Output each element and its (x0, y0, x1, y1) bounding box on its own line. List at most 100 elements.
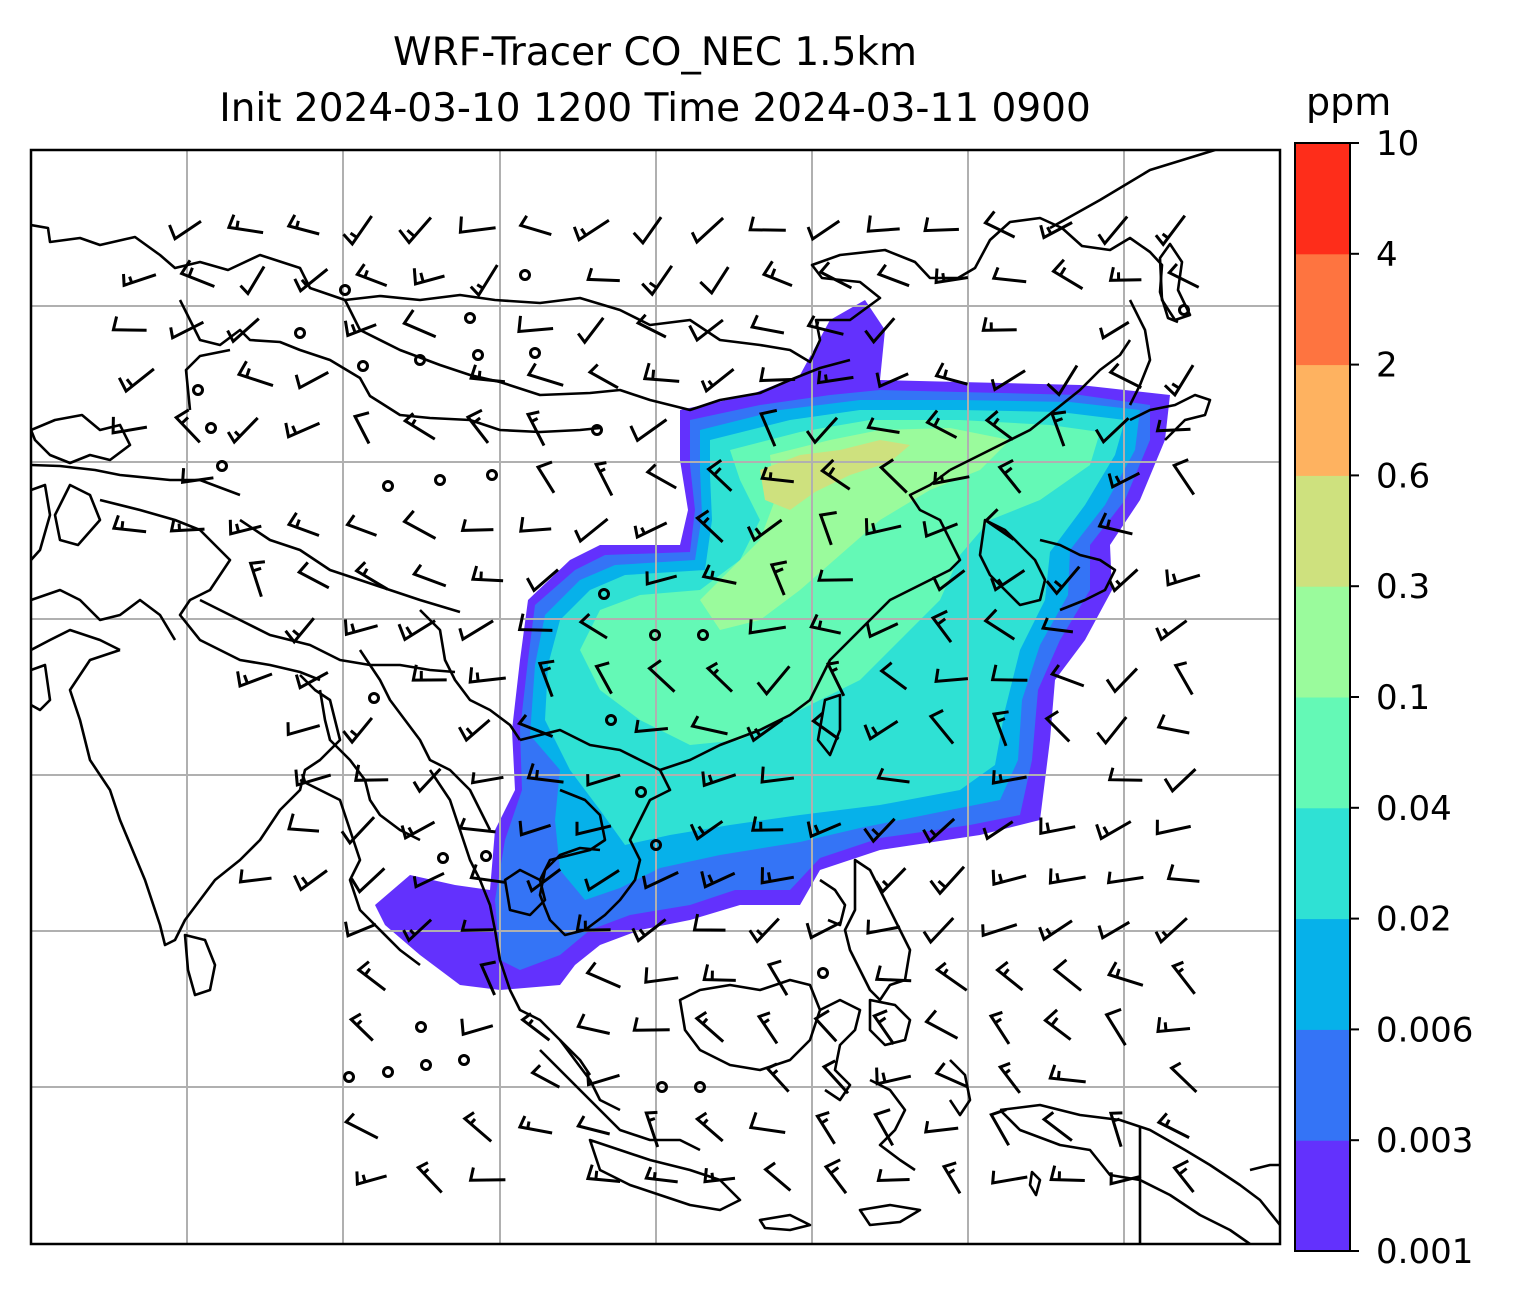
wind-barb (981, 923, 1018, 938)
wind-barb (821, 1059, 850, 1095)
wind-barb (1048, 1064, 1086, 1084)
colorbar-bin (1295, 697, 1350, 809)
wind-barb (584, 869, 620, 892)
wind-barb (173, 408, 201, 444)
wind-barb (872, 1009, 895, 1045)
colorbar-bin (1295, 1140, 1350, 1252)
map-area[interactable] (31, 150, 1280, 1244)
wind-barb (1106, 871, 1144, 885)
wind-barb (236, 671, 273, 689)
colorbar-unit-label: ppm (1306, 80, 1392, 124)
wind-barb (748, 917, 780, 944)
wind-barb (748, 216, 786, 232)
wind-barb (632, 216, 663, 246)
calm-wind-marker (205, 422, 217, 434)
wind-barb (689, 820, 724, 841)
wind-barb (517, 613, 553, 632)
wind-barb (815, 1110, 836, 1145)
wind-barb (1155, 619, 1188, 642)
wind-barb (402, 309, 437, 339)
wind-barb (825, 660, 846, 697)
calm-wind-marker (458, 1054, 470, 1066)
wind-barb (934, 961, 968, 992)
wind-barb (458, 619, 494, 642)
wind-barb (294, 671, 329, 690)
wind-barb (934, 362, 968, 386)
calm-wind-marker (817, 967, 829, 979)
wind-barb (990, 664, 1028, 682)
wind-barb (1108, 266, 1142, 282)
wind-barb (700, 871, 736, 889)
calm-wind-marker (519, 269, 531, 281)
wind-barb (460, 919, 494, 932)
wind-barb (586, 1071, 620, 1087)
calm-wind-marker (472, 349, 484, 361)
calm-wind-marker (649, 629, 661, 641)
wind-barb (1050, 410, 1067, 447)
wind-barb (576, 316, 605, 345)
wind-barb (286, 722, 321, 737)
wind-barb (760, 867, 795, 885)
calm-wind-marker (694, 1081, 706, 1093)
tracer-plume (375, 300, 1170, 990)
wind-barb (631, 918, 667, 943)
colorbar-tick-label: 0.003 (1376, 1121, 1473, 1161)
wind-barb (1173, 661, 1194, 696)
wind-barb (111, 514, 147, 534)
wind-barb (694, 1111, 724, 1143)
wind-barb (748, 619, 787, 635)
wind-barb (1049, 1165, 1085, 1182)
wind-barb (997, 458, 1022, 494)
wind-barb (402, 918, 433, 943)
wind-barb (644, 1110, 660, 1148)
wind-barb (1108, 568, 1139, 593)
calm-wind-marker (368, 692, 380, 704)
wind-barb (700, 368, 735, 394)
wind-barb (1169, 1061, 1198, 1093)
wind-barb (572, 219, 610, 242)
plume-layer-0.3 (760, 440, 910, 510)
wind-barb (1052, 958, 1083, 992)
wind-barb (1096, 716, 1128, 746)
wind-barb (875, 1067, 912, 1086)
wind-barb (818, 261, 853, 290)
wind-barb (343, 619, 378, 637)
colorbar-tick-label: 4 (1376, 235, 1398, 275)
wind-barb (518, 820, 552, 837)
wind-barb (469, 264, 499, 298)
wind-barb (925, 409, 958, 439)
wind-barb (516, 713, 554, 738)
wind-barb (340, 816, 376, 846)
wind-barb (933, 471, 970, 486)
wind-barb (517, 315, 554, 334)
wind-barb (647, 659, 676, 693)
wind-barb (864, 317, 896, 345)
wind-barb (629, 418, 668, 443)
wind-barb (875, 372, 909, 389)
wind-barb (1041, 1111, 1073, 1142)
wind-barb (941, 1161, 962, 1195)
wind-barb (248, 560, 266, 598)
wind-barb (749, 314, 785, 335)
wind-barb (874, 867, 907, 895)
wind-barb (520, 1012, 551, 1042)
wind-barb (865, 622, 899, 639)
wind-barb (576, 1115, 611, 1136)
wind-barb (1163, 768, 1197, 794)
wind-barb (928, 709, 955, 745)
wind-barb (293, 869, 328, 892)
wind-barb (574, 517, 609, 544)
wind-barb (1097, 512, 1133, 536)
wind-barb (1039, 221, 1073, 240)
wind-barb (402, 509, 437, 540)
wind-barb (354, 561, 389, 591)
wind-barb (991, 770, 1027, 785)
wind-barb (1155, 419, 1191, 433)
wind-barb (586, 773, 621, 787)
wind-barb (400, 820, 436, 841)
wind-barb (632, 1017, 670, 1032)
wind-barb (1097, 215, 1129, 246)
wind-barb (759, 367, 796, 383)
wind-barb (991, 710, 1009, 747)
